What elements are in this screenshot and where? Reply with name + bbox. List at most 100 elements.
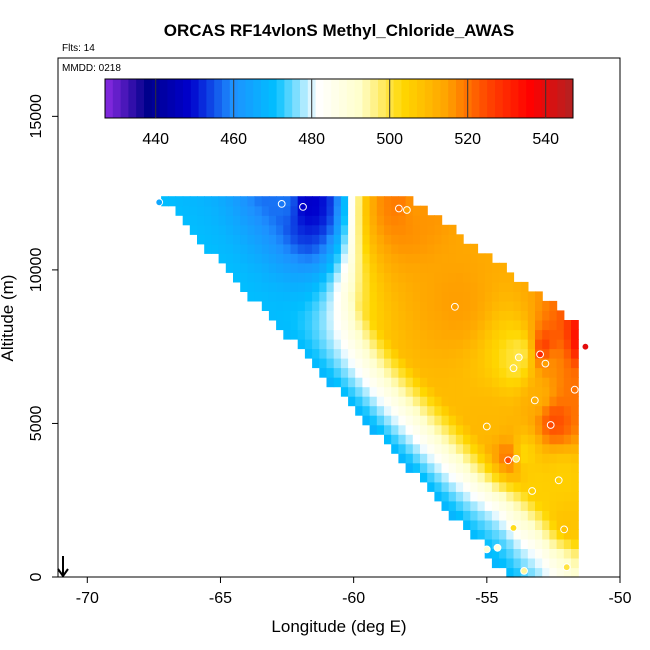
heatmap-cell <box>499 491 507 502</box>
heatmap-cell <box>535 472 543 483</box>
heatmap-cell <box>254 272 263 283</box>
heatmap-cell <box>470 339 479 350</box>
heatmap-cell <box>340 377 349 388</box>
heatmap-cell <box>463 377 471 388</box>
heatmap-cell <box>283 234 292 245</box>
heatmap-cell <box>463 443 471 454</box>
flights-annotation: Flts: 14 <box>62 43 95 54</box>
colorbar-swatch <box>105 79 114 118</box>
heatmap-cell <box>427 320 435 331</box>
heatmap-cell <box>448 310 457 321</box>
heatmap-cell <box>506 367 515 378</box>
heatmap-cell <box>484 272 493 283</box>
heatmap-cell <box>520 491 529 502</box>
heatmap-cell <box>448 367 457 378</box>
heatmap-cell <box>355 243 363 254</box>
heatmap-cell <box>571 567 579 578</box>
heatmap-cell <box>556 567 565 578</box>
heatmap-cell <box>455 329 464 340</box>
heatmap-cell <box>549 386 558 397</box>
heatmap-cell <box>268 262 277 273</box>
heatmap-cell <box>312 215 320 226</box>
heatmap-cell <box>491 481 500 492</box>
heatmap-cell <box>276 234 284 245</box>
heatmap-cell <box>261 234 270 245</box>
heatmap-cell <box>348 224 356 235</box>
heatmap-cell <box>463 281 471 292</box>
colorbar-swatch <box>268 79 278 118</box>
heatmap-cell <box>535 377 543 388</box>
y-tick-label: 15000 <box>28 94 45 139</box>
heatmap-cell <box>276 320 284 331</box>
heatmap-cell <box>506 472 515 483</box>
heatmap-cell <box>484 519 493 530</box>
heatmap-cell <box>326 243 335 254</box>
heatmap-cell <box>297 329 306 340</box>
heatmap-cell <box>369 262 378 273</box>
heatmap-cell <box>470 462 479 473</box>
heatmap-cell <box>477 424 486 435</box>
heatmap-cell <box>391 262 399 273</box>
heatmap-cell <box>290 224 299 235</box>
heatmap-cell <box>563 396 572 407</box>
heatmap-cell <box>261 205 270 216</box>
heatmap-cell <box>455 491 464 502</box>
heatmap-cell <box>527 377 536 388</box>
heatmap-cell <box>225 262 234 273</box>
heatmap-cell <box>463 348 471 359</box>
heatmap-cell <box>441 272 450 283</box>
colorbar-swatch <box>128 79 137 118</box>
heatmap-cell <box>420 415 428 426</box>
heatmap-cell <box>477 367 486 378</box>
heatmap-cell <box>491 386 500 397</box>
heatmap-cell <box>369 215 378 226</box>
heatmap-cell <box>391 386 399 397</box>
x-tick-label: -55 <box>475 590 498 607</box>
heatmap-cell <box>441 500 450 511</box>
heatmap-cell <box>549 320 558 331</box>
heatmap-cell <box>513 281 522 292</box>
heatmap-cell <box>455 310 464 321</box>
heatmap-cell <box>434 310 443 321</box>
heatmap-cell <box>491 396 500 407</box>
heatmap-cell <box>506 434 515 445</box>
heatmap-cell <box>376 205 385 216</box>
heatmap-cell <box>420 472 428 483</box>
heatmap-cell <box>506 320 515 331</box>
heatmap-cell <box>477 405 486 416</box>
heatmap-cell <box>527 567 536 578</box>
heatmap-cell <box>412 253 421 264</box>
heatmap-cell <box>571 443 579 454</box>
heatmap-cell <box>398 300 407 311</box>
heatmap-cell <box>535 510 543 521</box>
heatmap-cell <box>362 272 371 283</box>
heatmap-cell <box>535 481 543 492</box>
heatmap-cell <box>427 310 435 321</box>
heatmap-cell <box>304 310 313 321</box>
heatmap-cell <box>463 396 471 407</box>
heatmap-cell <box>297 243 306 254</box>
heatmap-cell <box>441 300 450 311</box>
heatmap-cell <box>542 567 550 578</box>
heatmap-cell <box>384 339 392 350</box>
heatmap-cell <box>326 234 335 245</box>
heatmap-cell <box>513 291 522 302</box>
heatmap-cell <box>527 310 536 321</box>
heatmap-cell <box>527 510 536 521</box>
heatmap-cell <box>412 320 421 331</box>
heatmap-cell <box>355 234 363 245</box>
heatmap-cell <box>563 491 572 502</box>
heatmap-cell <box>326 196 335 207</box>
heatmap-cell <box>484 500 493 511</box>
heatmap-cell <box>175 196 184 207</box>
heatmap-cell <box>362 196 371 207</box>
heatmap-cell <box>326 348 335 359</box>
heatmap-cell <box>491 538 500 549</box>
heatmap-cell <box>398 253 407 264</box>
heatmap-cell <box>434 367 443 378</box>
heatmap-cell <box>405 234 414 245</box>
colorbar-swatch <box>510 79 519 118</box>
heatmap-cell <box>563 434 572 445</box>
heatmap-cell <box>499 424 507 435</box>
heatmap-cell <box>376 310 385 321</box>
